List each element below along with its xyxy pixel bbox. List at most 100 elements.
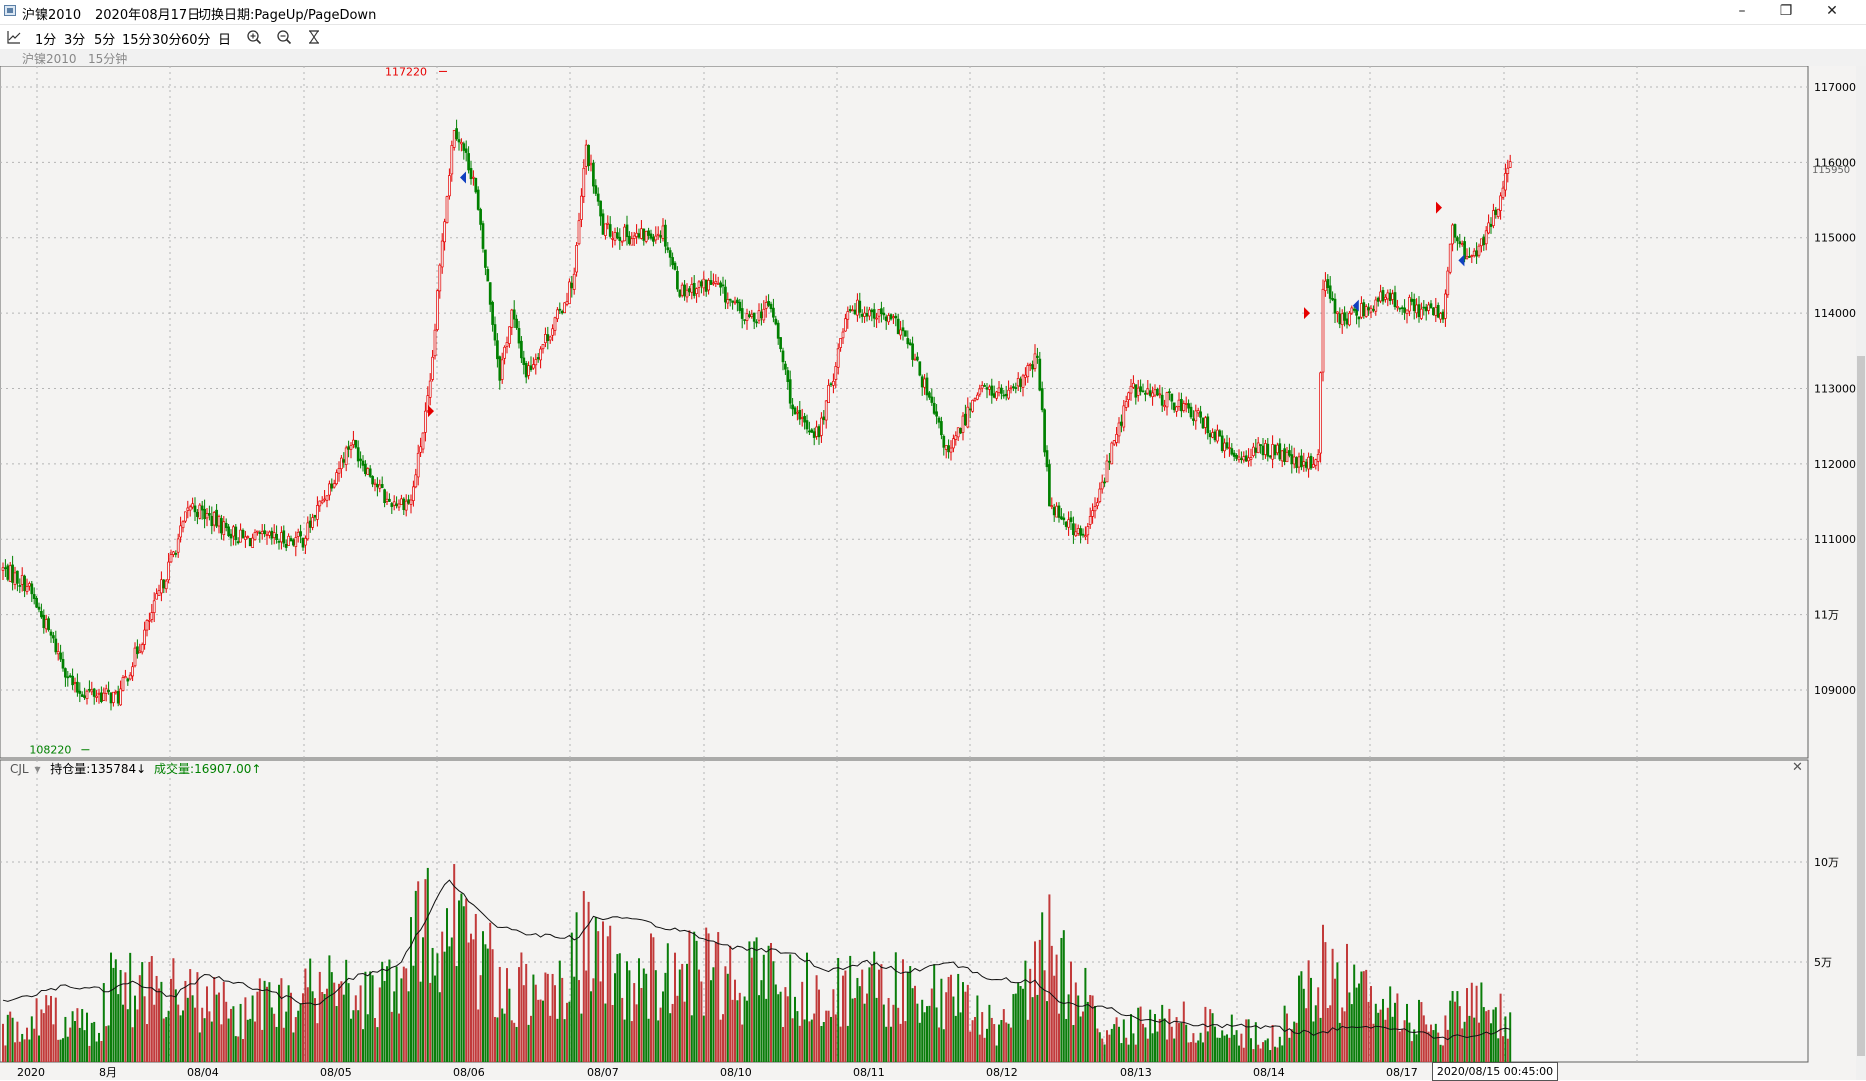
period-30min[interactable]: 30分	[152, 33, 182, 48]
volume-bar	[906, 971, 909, 1062]
period-5min[interactable]: 5分	[94, 33, 116, 48]
candle-body	[160, 579, 163, 594]
volume-bar	[1036, 994, 1039, 1062]
candle-body	[443, 221, 446, 243]
period-60min[interactable]: 60分	[181, 33, 211, 48]
candle-body	[570, 282, 574, 289]
hourglass-icon[interactable]	[306, 29, 322, 45]
candle-body	[1139, 386, 1142, 392]
volume-bar	[592, 978, 595, 1062]
candle-body	[148, 619, 151, 622]
candle-body	[460, 141, 463, 145]
volume-bar	[50, 995, 52, 1062]
candle-body	[558, 308, 562, 311]
candle-body	[985, 387, 989, 390]
kline-chart[interactable]: 117000 116000 115000 114000 113000 112000 1110…	[0, 66, 1866, 1080]
candle-body	[112, 691, 115, 703]
volume-bar	[710, 980, 712, 1062]
candle-body	[1278, 443, 1282, 460]
line-chart-icon[interactable]	[6, 29, 22, 45]
candle-body	[1268, 455, 1272, 458]
period-3min[interactable]: 3分	[64, 33, 86, 48]
candle-body	[479, 209, 482, 225]
volume-bar	[124, 972, 127, 1062]
volume-bar	[714, 941, 717, 1062]
volume-bar	[400, 978, 403, 1062]
candle-body	[676, 270, 679, 290]
indicator-dropdown-icon[interactable]: ▾	[34, 762, 41, 776]
candle-body	[611, 238, 614, 240]
candle-body	[54, 638, 58, 653]
volume-bar	[1300, 971, 1303, 1062]
candle-body	[808, 430, 811, 433]
period-1min[interactable]: 1分	[35, 33, 57, 48]
candle-body	[462, 143, 466, 151]
candle-body	[272, 532, 276, 538]
candle-body	[44, 619, 48, 630]
volume-bar	[275, 1026, 278, 1062]
volume-bar	[366, 1014, 369, 1062]
volume-bar	[1365, 969, 1368, 1062]
volume-bar	[4, 1045, 7, 1062]
volume-bar	[774, 984, 777, 1062]
volume-bar	[306, 987, 309, 1062]
volume-bar	[1386, 1007, 1389, 1062]
restore-button[interactable]: ❐	[1779, 3, 1793, 19]
volume-bar	[429, 982, 432, 1062]
candle-body	[196, 511, 199, 517]
volume-bar	[2, 1023, 4, 1062]
candle-body	[1484, 230, 1488, 245]
volume-bar	[1185, 1024, 1188, 1062]
scrollbar-thumb[interactable]	[1857, 356, 1865, 1056]
volume-indicator-name[interactable]: CJL	[10, 762, 29, 776]
volume-bar	[278, 984, 280, 1062]
volume-bar	[165, 1017, 168, 1062]
volume-bar	[662, 991, 664, 1062]
candle-body	[1273, 444, 1277, 456]
candle-body	[1187, 403, 1190, 409]
chart-area[interactable]: 117000 116000 115000 114000 113000 112000 1110…	[0, 66, 1866, 1080]
candle-body	[1115, 433, 1118, 443]
close-indicator-icon[interactable]: ✕	[1792, 760, 1803, 775]
candle-body	[1494, 209, 1498, 215]
period-day[interactable]: 日	[218, 33, 232, 48]
volume-bar	[758, 995, 760, 1062]
vertical-scrollbar[interactable]	[1856, 66, 1866, 1080]
close-button[interactable]: ✕	[1826, 3, 1838, 19]
candle-body	[1501, 187, 1505, 198]
volume-bar	[1341, 1007, 1344, 1062]
price-panel[interactable]	[0, 66, 1809, 759]
candle-body	[1127, 392, 1130, 401]
minimize-button[interactable]: –	[1738, 3, 1746, 19]
volume-bar	[52, 1024, 55, 1062]
volume-bar	[635, 1004, 638, 1062]
volume-bar	[952, 996, 955, 1062]
x-axis-label: 2020	[17, 1066, 45, 1079]
volume-bar	[426, 867, 429, 1062]
volume-bar	[1314, 1005, 1317, 1062]
candle-body	[1321, 288, 1325, 373]
candle-body	[1331, 298, 1334, 301]
volume-bar	[839, 1026, 842, 1062]
candle-body	[724, 286, 727, 303]
candle-body	[157, 590, 161, 596]
candle-body	[1146, 388, 1150, 394]
zoom-in-icon[interactable]	[246, 29, 262, 45]
zoom-out-icon[interactable]	[276, 29, 292, 45]
volume-bar	[657, 1020, 660, 1062]
candle-body	[227, 526, 230, 537]
candle-body	[37, 606, 41, 610]
volume-bar	[143, 996, 146, 1062]
candle-body	[539, 348, 542, 361]
candle-body	[1458, 241, 1462, 245]
candle-body	[1093, 506, 1097, 512]
volume-bar	[242, 1039, 244, 1062]
candle-body	[263, 530, 266, 535]
candle-body	[856, 299, 859, 316]
volume-bar	[280, 978, 283, 1062]
volume-bar	[1269, 1050, 1272, 1062]
candle-body	[210, 515, 214, 527]
volume-bar	[806, 952, 808, 1062]
price-axis-label: 117000	[1814, 81, 1856, 94]
period-15min[interactable]: 15分	[122, 33, 152, 48]
